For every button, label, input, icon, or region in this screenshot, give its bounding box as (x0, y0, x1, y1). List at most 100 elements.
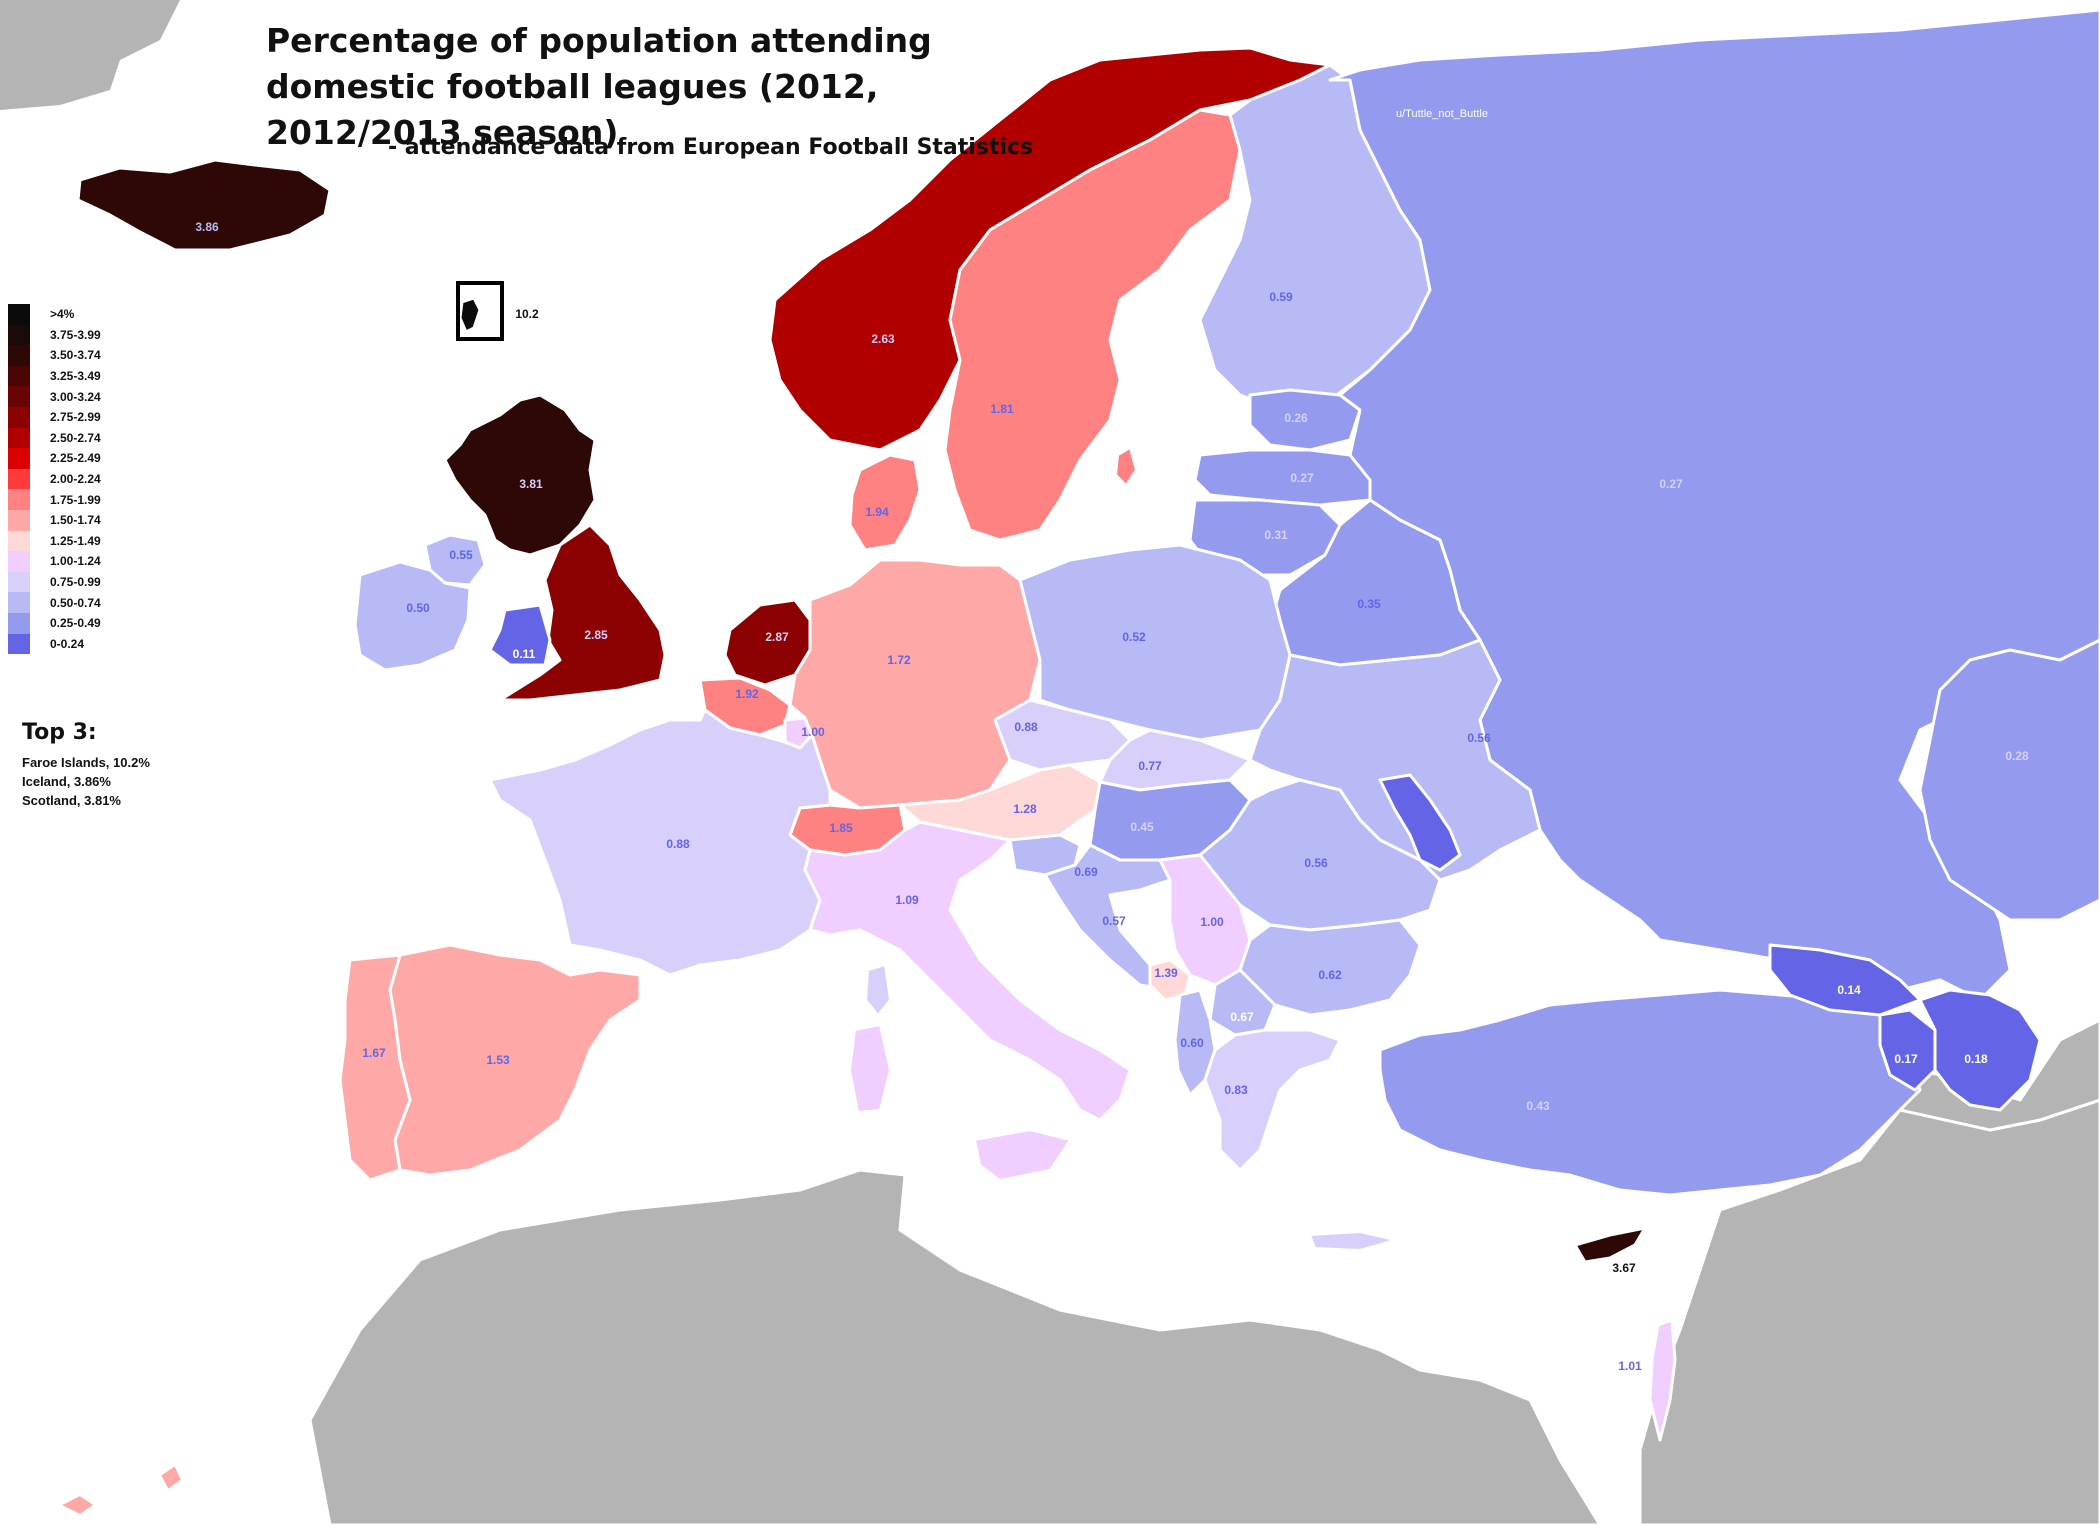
region-ireland (353, 560, 472, 672)
label-bulgaria: 0.62 (1318, 968, 1342, 982)
legend-label: 2.00-2.24 (50, 472, 101, 487)
legend-label: 1.50-1.74 (50, 513, 101, 528)
label-serbia: 1.00 (1200, 915, 1224, 929)
label-estonia: 0.26 (1284, 411, 1308, 425)
label-hungary: 0.45 (1130, 820, 1154, 834)
top3-heading: Top 3: (22, 720, 97, 745)
legend-item: 0.25-0.49 (8, 612, 178, 634)
sardinia-island (848, 1023, 892, 1114)
region-france (488, 708, 832, 977)
label-northern-ireland: 0.55 (449, 548, 473, 562)
label-romania: 0.56 (1304, 856, 1328, 870)
region-germany (788, 558, 1042, 810)
region-wales (488, 603, 552, 667)
label-macedonia: 0.67 (1230, 1010, 1254, 1024)
legend-label: 1.00-1.24 (50, 554, 101, 569)
region-moldova (1378, 773, 1462, 872)
legend-item: 3.50-3.74 (8, 345, 178, 366)
label-czech-republic: 0.88 (1014, 720, 1038, 734)
label-iceland: 3.86 (195, 220, 219, 234)
crete-island (1308, 1230, 1396, 1252)
label-croatia: 0.57 (1102, 914, 1126, 928)
legend-label: 3.75-3.99 (50, 327, 101, 342)
label-slovakia: 0.77 (1138, 759, 1162, 773)
label-austria: 1.28 (1013, 802, 1037, 816)
label-luxembourg: 1.00 (801, 725, 825, 739)
legend: >4% 3.75-3.99 3.50-3.74 3.25-3.49 3.00-3.24 2… (8, 304, 178, 655)
author-credit: u/Tuttle_not_Buttle (1396, 108, 1488, 120)
label-georgia: 0.14 (1837, 983, 1861, 997)
region-sweden (943, 108, 1242, 542)
legend-label: 0-0.24 (50, 636, 85, 651)
region-turkey (1378, 988, 1922, 1197)
legend-label: 1.25-1.49 (50, 533, 101, 548)
label-netherlands: 2.87 (765, 630, 789, 644)
legend-swatch (8, 592, 30, 613)
legend-item: 1.50-1.74 (8, 509, 178, 531)
legend-item: 2.75-2.99 (8, 406, 178, 428)
top3-item: Iceland, 3.86% (22, 774, 111, 789)
region-israel (1648, 1318, 1677, 1442)
faroe-inset-box (456, 281, 504, 341)
label-armenia: 0.17 (1894, 1052, 1918, 1066)
label-ireland: 0.50 (406, 601, 430, 615)
label-kazakhstan: 0.28 (2005, 749, 2029, 763)
label-belarus: 0.35 (1357, 597, 1381, 611)
label-azerbaijan: 0.18 (1964, 1052, 1988, 1066)
legend-swatch (8, 406, 30, 428)
legend-swatch (8, 530, 30, 552)
legend-label: 3.25-3.49 (50, 369, 101, 384)
region-scotland (443, 393, 597, 557)
label-cyprus: 3.67 (1612, 1261, 1636, 1275)
label-greece: 0.83 (1224, 1083, 1248, 1097)
legend-label: >4% (50, 307, 75, 322)
canary-islands (57, 1463, 184, 1517)
legend-swatch (8, 612, 30, 634)
legend-label: 3.00-3.24 (50, 389, 101, 404)
top3-item: Scotland, 3.81% (22, 793, 121, 808)
legend-label: 2.75-2.99 (50, 410, 101, 425)
islands (57, 446, 1396, 1517)
region-kazakhstan (1918, 638, 2100, 922)
top3-panel: Top 3: Faroe Islands, 10.2% Iceland, 3.8… (22, 720, 150, 810)
legend-swatch (8, 468, 30, 490)
legend-swatch (8, 427, 30, 449)
legend-label: 0.75-0.99 (50, 575, 101, 590)
legend-swatch (8, 304, 30, 325)
top3-item: Faroe Islands, 10.2% (22, 755, 150, 770)
region-portugal (338, 953, 412, 1182)
legend-swatch (8, 509, 30, 531)
label-albania: 0.60 (1180, 1036, 1204, 1050)
label-germany: 1.72 (887, 653, 911, 667)
label-italy: 1.09 (895, 893, 919, 907)
gotland-island (1114, 446, 1138, 487)
legend-item: 3.00-3.24 (8, 386, 178, 407)
region-latvia (1193, 448, 1372, 507)
label-spain: 1.53 (486, 1053, 510, 1067)
label-belgium: 1.92 (735, 687, 759, 701)
legend-swatch (8, 448, 30, 469)
label-montenegro: 1.39 (1154, 966, 1178, 980)
region-cyprus (1573, 1226, 1647, 1264)
label-norway: 2.63 (871, 332, 895, 346)
region-estonia (1248, 388, 1362, 452)
legend-swatch (8, 324, 30, 346)
label-latvia: 0.27 (1290, 471, 1314, 485)
label-slovenia: 0.69 (1074, 865, 1098, 879)
region-georgia (1768, 943, 1922, 1017)
label-france: 0.88 (666, 837, 690, 851)
label-israel: 1.01 (1618, 1359, 1642, 1373)
region-italy (803, 820, 1132, 1122)
legend-swatch (8, 386, 30, 407)
legend-label: 2.25-2.49 (50, 451, 101, 466)
region-croatia (1043, 843, 1172, 992)
region-azerbaijan (1918, 988, 2042, 1112)
legend-item: 0.50-0.74 (8, 592, 178, 613)
region-macedonia (1208, 968, 1277, 1037)
label-sweden: 1.81 (990, 402, 1014, 416)
label-denmark: 1.94 (865, 505, 889, 519)
label-finland: 0.59 (1269, 290, 1293, 304)
label-wales: 0.11 (513, 647, 536, 661)
legend-item: 1.25-1.49 (8, 530, 178, 552)
region-denmark (848, 453, 922, 552)
